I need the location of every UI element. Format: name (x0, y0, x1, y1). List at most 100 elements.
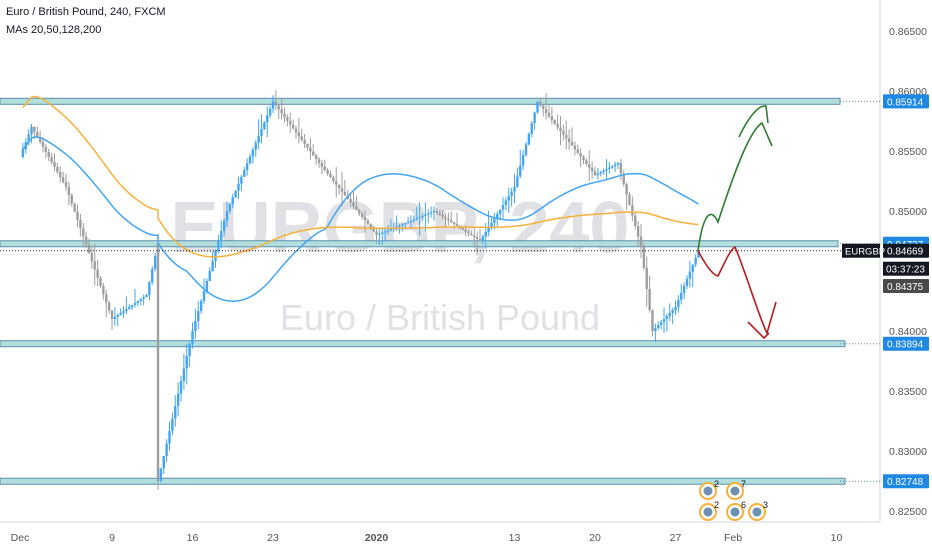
candle-body (636, 226, 640, 237)
current-price-tag-label: 0.84669 (887, 247, 924, 258)
price-axis-tick-label: 0.85500 (889, 146, 927, 158)
candle-body (231, 197, 234, 205)
candle-body (225, 211, 229, 221)
candle-body (64, 182, 68, 187)
candle-body (205, 281, 209, 291)
candle-body (185, 356, 188, 369)
candle-body (576, 149, 579, 154)
event-marker[interactable]: 2 (699, 500, 719, 521)
candle-body (613, 164, 617, 166)
candle-body (455, 224, 459, 226)
level-price-tag-label: 0.85914 (887, 97, 924, 108)
candle-body (113, 317, 117, 319)
candle-body (87, 244, 91, 253)
moving-average-slow-line (22, 95, 699, 258)
price-axis-tick-label: 0.83500 (889, 386, 927, 398)
candle-body (38, 137, 42, 142)
moving-average-fast-line (22, 136, 699, 302)
candle-body (82, 228, 85, 237)
level-price-tag-bg (883, 336, 929, 351)
candle-body (148, 282, 151, 295)
candle-body (79, 220, 82, 229)
bullish-projection-arrowhead (738, 105, 769, 138)
candle-body (432, 211, 436, 213)
event-marker[interactable]: 2 (699, 479, 719, 500)
candle-body (677, 299, 680, 307)
event-marker[interactable]: 6 (726, 500, 746, 521)
candle-body (277, 105, 280, 110)
candle-body (53, 162, 56, 167)
candle-body (251, 149, 255, 157)
candle-body (128, 307, 131, 309)
candle-body (105, 294, 108, 303)
candle-body (697, 250, 700, 258)
candle-body (33, 127, 36, 132)
candle-body (536, 101, 539, 113)
candle-body (151, 269, 154, 283)
candle-body (404, 223, 407, 225)
candle-body (352, 202, 355, 207)
candle-body (271, 101, 275, 109)
candle-body (139, 299, 142, 301)
candle-body (76, 211, 79, 220)
candle-body (41, 142, 45, 147)
candle-body (286, 117, 289, 121)
candle-body (93, 261, 96, 270)
candle-body (142, 297, 145, 299)
candle-body (498, 209, 502, 214)
candle-body (222, 221, 226, 231)
candle-body (570, 142, 574, 146)
candle-body (418, 217, 421, 219)
candle-body (136, 301, 140, 303)
candle-body (67, 187, 71, 196)
candle-body (156, 243, 160, 363)
candle-body (320, 163, 324, 167)
candle-body (202, 291, 206, 301)
event-marker-globe-icon (703, 507, 713, 517)
candle-body (243, 170, 246, 177)
level-price-tag-label: 0.83894 (887, 340, 924, 351)
bearish-projection-arrowhead (747, 321, 770, 340)
candle-body (363, 217, 367, 221)
candle-body (61, 177, 65, 182)
candle-body (562, 131, 565, 135)
candle-body (156, 362, 160, 481)
candle-body (501, 205, 505, 210)
candle-body (343, 191, 347, 196)
candle-body (447, 218, 450, 221)
candle-body (90, 253, 94, 262)
event-marker-globe-icon (752, 507, 762, 517)
candle-body (435, 211, 439, 213)
candle-body (378, 233, 381, 235)
candle-body (21, 149, 25, 157)
candle-body (268, 108, 272, 116)
candle-body (375, 231, 378, 235)
candle-body (530, 123, 533, 134)
marker-price-tag-label: 0.84375 (887, 282, 924, 293)
candle-body (263, 122, 266, 130)
event-marker[interactable]: 3 (748, 500, 768, 521)
candle-body (616, 163, 620, 165)
candle-body (300, 136, 303, 141)
candle-body (306, 143, 309, 148)
candle-body (671, 310, 674, 313)
price-axis-tick-label: 0.85000 (889, 206, 927, 218)
candle-body (314, 155, 318, 160)
event-marker-count: 6 (741, 500, 746, 510)
candle-body (44, 147, 48, 152)
chart-title: Euro / British Pound, 240, FXCM (6, 6, 166, 18)
candle-body (470, 233, 473, 236)
event-marker-globe-icon (730, 486, 740, 496)
watermark-name: Euro / British Pound (280, 297, 600, 338)
candle-body (559, 127, 562, 132)
candle-body (659, 322, 663, 325)
candle-body (579, 153, 582, 157)
candle-body (691, 264, 694, 272)
candle-body (493, 218, 496, 223)
candle-body (254, 142, 257, 150)
event-marker[interactable]: 7 (726, 479, 746, 500)
candle-body (516, 176, 519, 187)
candle-body (510, 191, 513, 196)
